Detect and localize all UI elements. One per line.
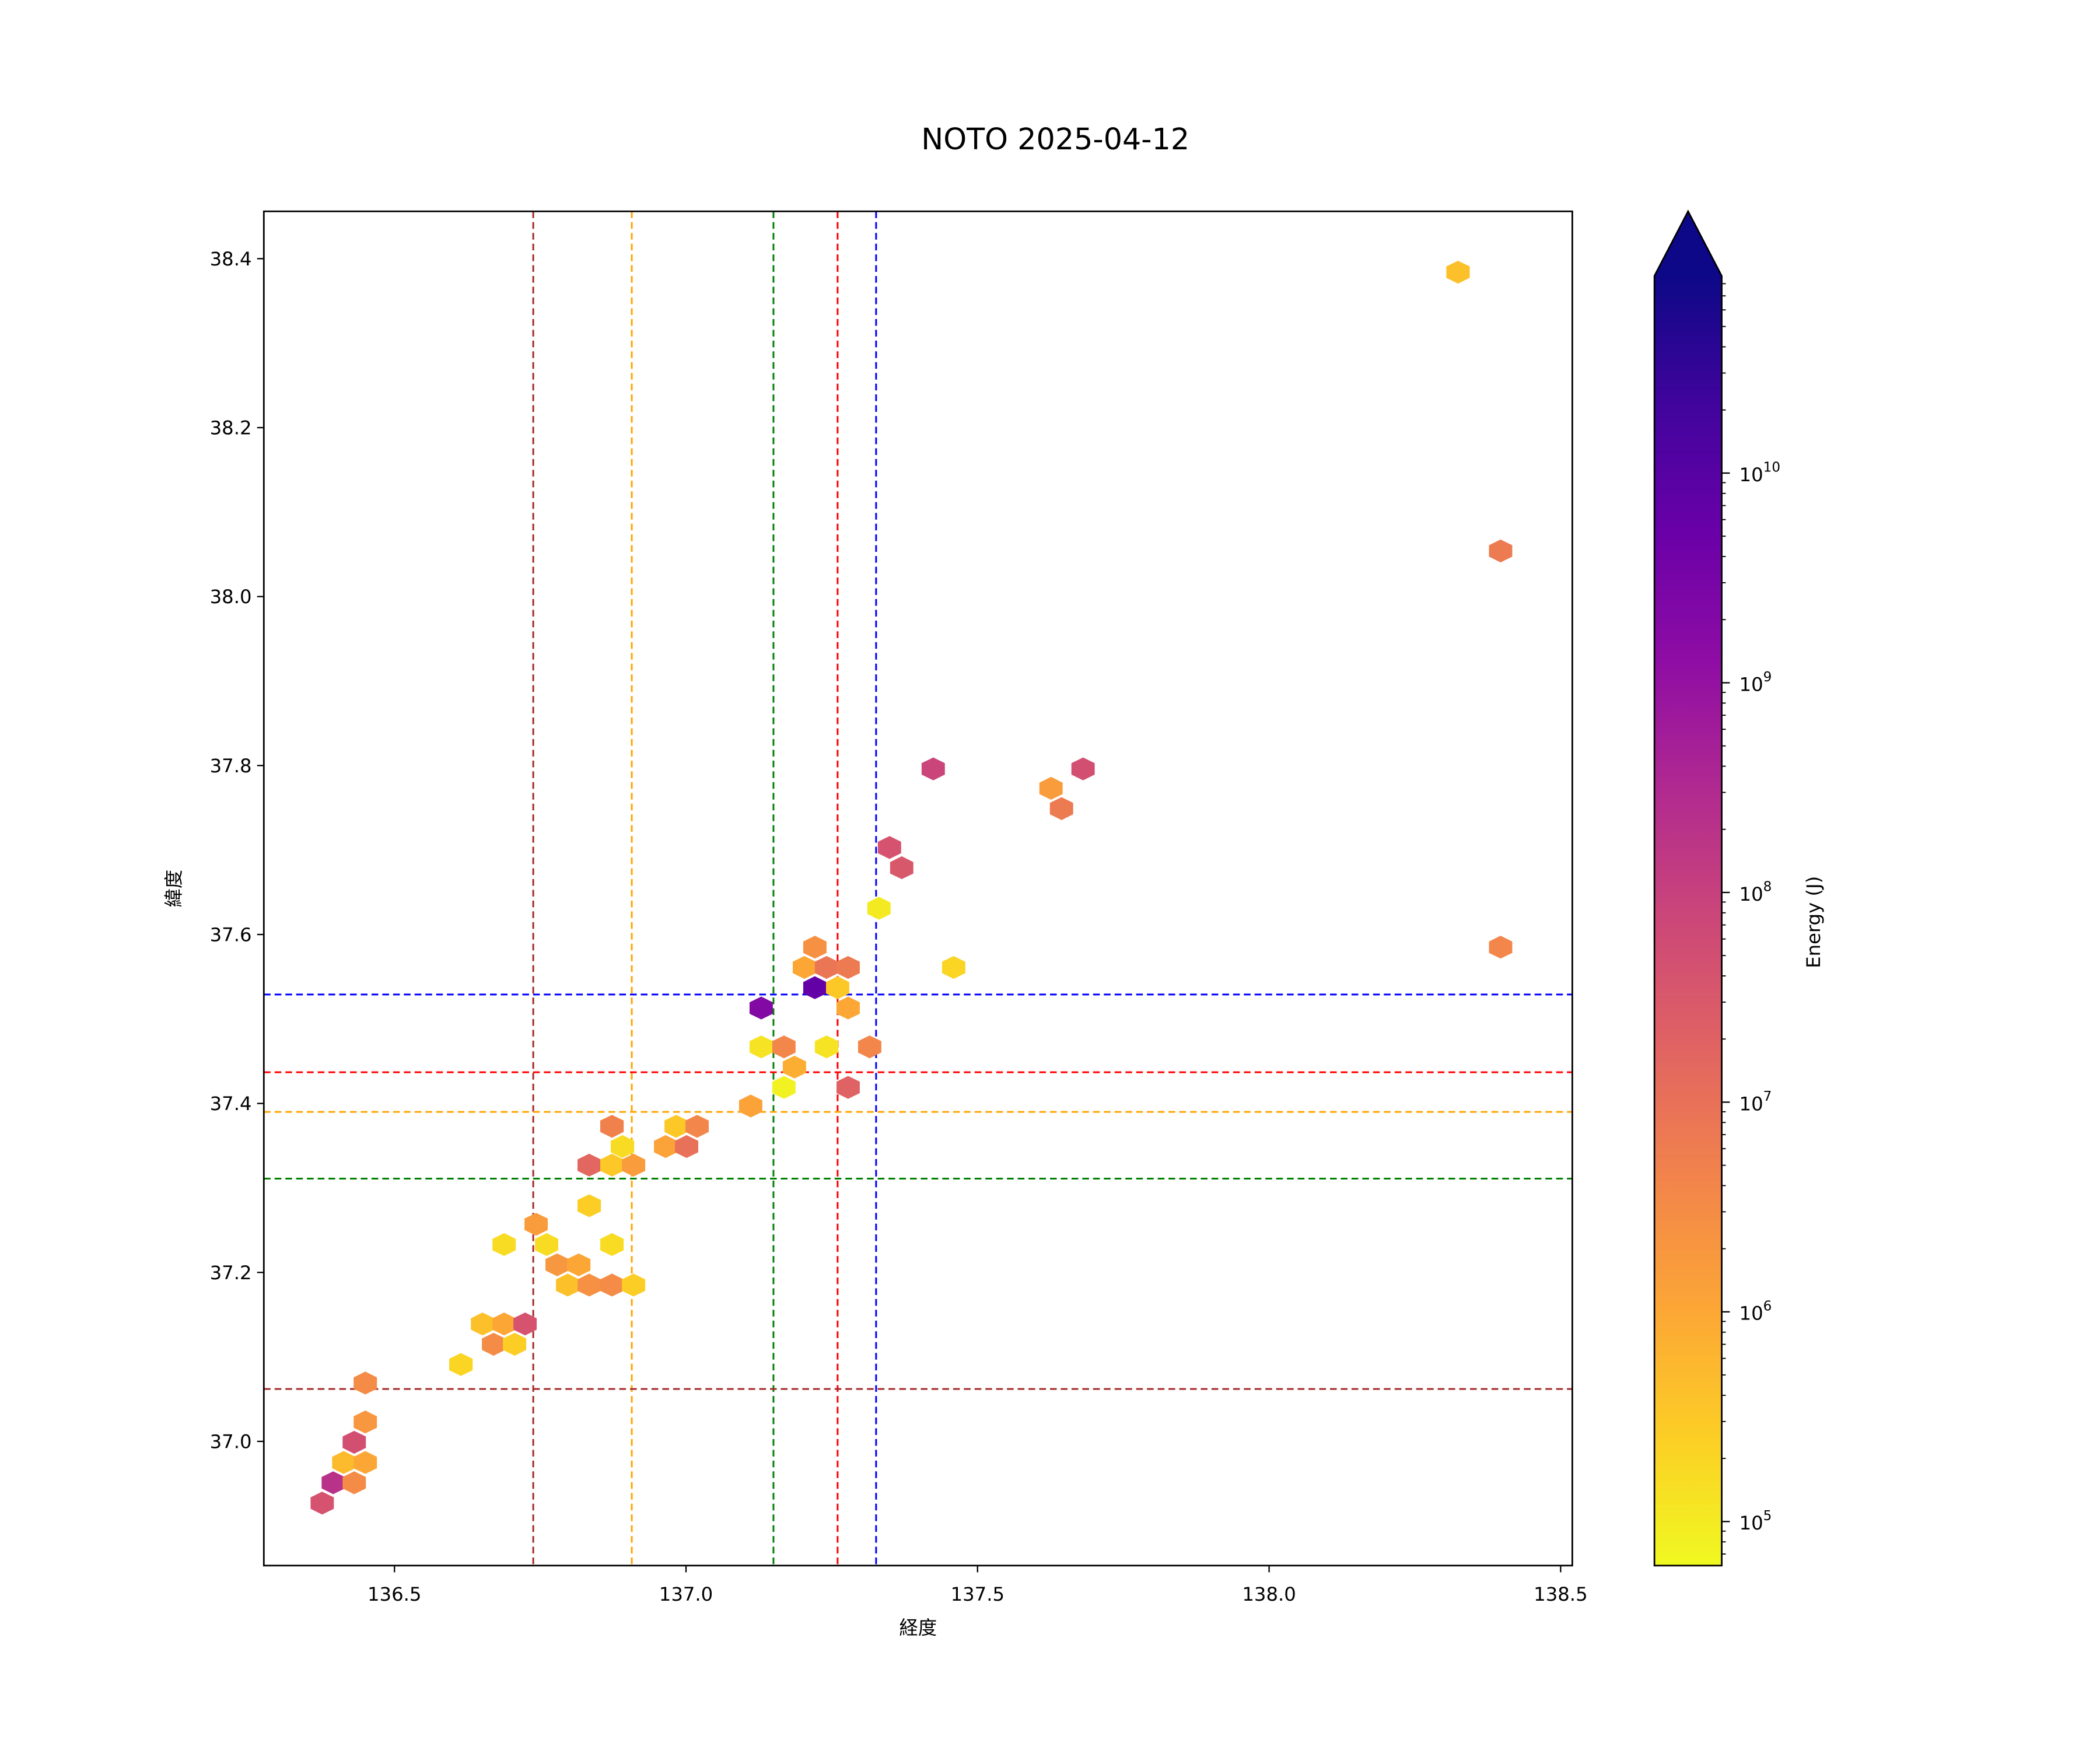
colorbar-extend-arrow xyxy=(1654,211,1722,276)
hexbin-cell xyxy=(567,1253,591,1276)
hexbin-cell xyxy=(654,1135,677,1158)
y-tick-label: 38.4 xyxy=(210,248,252,270)
y-tick-label: 38.0 xyxy=(210,586,252,608)
hexbin-cell xyxy=(782,1055,806,1079)
hexbin-cell xyxy=(836,1076,860,1099)
reference-lines xyxy=(264,211,1573,1566)
y-tick-label: 37.2 xyxy=(210,1262,252,1284)
colorbar-label: Energy (J) xyxy=(1803,876,1825,968)
hexbin-cell xyxy=(890,856,914,880)
hexbin-cell xyxy=(921,757,945,780)
hexbin-cell xyxy=(600,1153,624,1177)
hexbin-cell xyxy=(803,976,827,999)
hexbin-cell xyxy=(354,1451,377,1474)
y-axis-label: 緯度 xyxy=(163,870,185,908)
hexbin-cell xyxy=(310,1492,334,1515)
hexbin-cell xyxy=(1071,757,1095,780)
hexbin-cell xyxy=(622,1273,646,1297)
hexbin-cell xyxy=(611,1135,635,1158)
hexbin-cell xyxy=(503,1332,527,1356)
colorbar-tick-exponent: 5 xyxy=(1763,1508,1772,1524)
hexbin-cell xyxy=(814,1035,838,1059)
y-tick-label: 37.0 xyxy=(210,1430,252,1452)
hexbin-cell xyxy=(836,996,860,1020)
hexbin-cell xyxy=(492,1233,516,1256)
hexbin-cell xyxy=(342,1471,366,1494)
x-tick-label: 138.5 xyxy=(1534,1583,1587,1605)
hexbin-cell xyxy=(1039,776,1063,800)
hexbin-cell xyxy=(793,956,816,979)
hexbin-cell xyxy=(1489,936,1513,959)
colorbar-tick-exponent: 8 xyxy=(1763,880,1772,895)
hexbin-cell xyxy=(675,1135,698,1158)
hexbin-cell xyxy=(622,1153,646,1177)
hexbin-cell xyxy=(354,1371,377,1395)
chart-title: NOTO 2025-04-12 xyxy=(921,122,1189,156)
hexbin-cell xyxy=(354,1410,377,1434)
hexbin-cell xyxy=(836,956,860,979)
x-tick-label: 138.0 xyxy=(1242,1583,1296,1605)
hexbin-cell xyxy=(482,1332,506,1356)
hexbin-cell xyxy=(814,956,838,979)
colorbar-outline xyxy=(1653,209,1723,1567)
hexbin-cell xyxy=(942,956,965,979)
hexbin-cell xyxy=(749,996,773,1020)
hexbin-cell xyxy=(600,1273,624,1297)
y-tick-label: 37.6 xyxy=(210,924,252,946)
hexbin-cell xyxy=(471,1312,495,1336)
hexbin-cell xyxy=(535,1233,558,1256)
hexbin-cell xyxy=(858,1035,881,1059)
x-tick-label: 136.5 xyxy=(368,1583,421,1605)
hexbin-cell xyxy=(545,1253,569,1276)
hexbin-cell xyxy=(877,836,901,859)
hexbin-cell xyxy=(738,1094,762,1118)
hexbin-cell xyxy=(578,1273,601,1297)
hexbin-cell xyxy=(772,1076,796,1099)
hexbin-cell xyxy=(664,1115,688,1138)
hexbin-cell xyxy=(449,1353,473,1376)
x-tick-label: 137.0 xyxy=(659,1583,713,1605)
y-tick-label: 37.8 xyxy=(210,755,252,777)
hexbin-cell xyxy=(749,1035,773,1059)
hexbin-cell xyxy=(685,1115,709,1138)
y-tick-label: 37.4 xyxy=(210,1093,252,1115)
hexbin-cell xyxy=(600,1233,624,1256)
colorbar-tick-exponent: 10 xyxy=(1763,460,1780,475)
hexbin-cell xyxy=(524,1213,548,1236)
hexbin-cell xyxy=(1446,261,1470,284)
y-tick-label: 38.2 xyxy=(210,417,252,439)
hexbin-cell xyxy=(772,1035,796,1059)
hexbin-cell xyxy=(492,1312,516,1336)
hexbin-cell xyxy=(1049,797,1073,820)
hexbin-cell xyxy=(803,936,827,959)
colorbar-tick-exponent: 6 xyxy=(1763,1299,1772,1314)
hexbin-cell xyxy=(1489,539,1513,563)
x-tick-label: 137.5 xyxy=(951,1583,1005,1605)
hexbin-cell xyxy=(513,1312,537,1336)
hexbin-cell xyxy=(342,1430,366,1454)
hexbin-cell xyxy=(867,897,891,920)
hexbin-cell xyxy=(600,1115,624,1138)
y-axis: 37.0 37.2 37.4 37.6 37.8 38.0 38.2 38.4 xyxy=(210,248,264,1452)
hexbins xyxy=(310,261,1513,1515)
hexbin-cell xyxy=(578,1153,601,1177)
hexbin-cell xyxy=(578,1194,601,1217)
plot-frame xyxy=(262,210,1573,1567)
hexbin-cell xyxy=(321,1471,345,1494)
hexbin-cell xyxy=(556,1273,579,1297)
colorbar-tick-exponent: 9 xyxy=(1763,670,1772,685)
hexbin-cell xyxy=(826,976,849,999)
colorbar-fill xyxy=(1654,211,1722,1566)
x-axis: 136.5 137.0 137.5 138.0 138.5 xyxy=(368,1565,1588,1605)
x-axis-label: 経度 xyxy=(900,1617,937,1639)
colorbar-tick-exponent: 7 xyxy=(1763,1089,1772,1104)
hexbin-cell xyxy=(332,1451,356,1474)
